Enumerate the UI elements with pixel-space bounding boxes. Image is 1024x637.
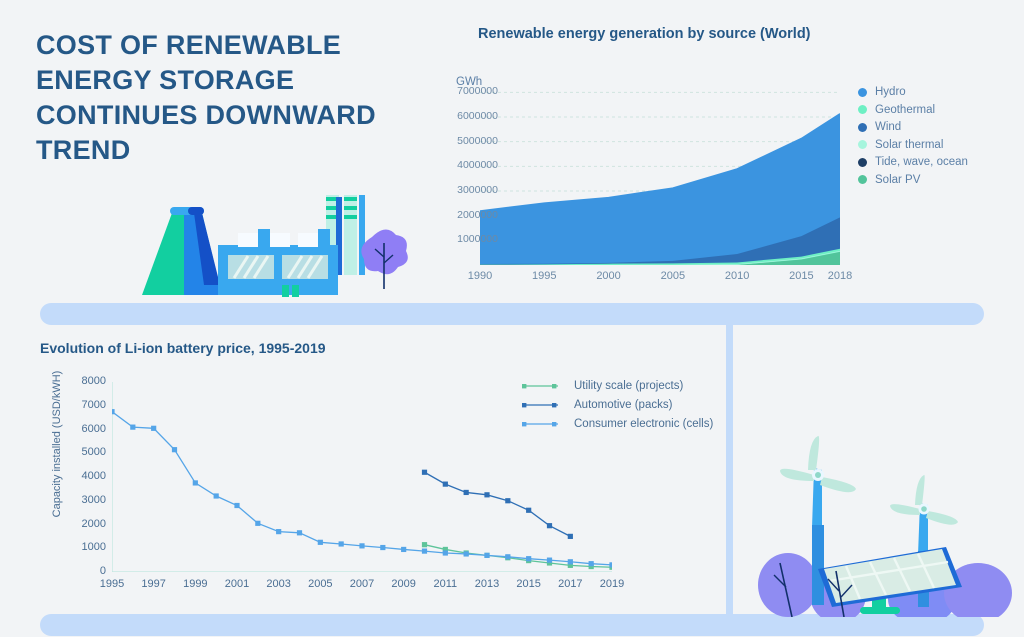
area-chart-x-tick: 2010 (724, 270, 750, 282)
area-chart-y-tick: 4000000 (457, 159, 498, 172)
area-chart-plot (479, 80, 841, 266)
power-plant-illustration (140, 185, 420, 305)
line-chart-x-tick: 2015 (516, 578, 541, 590)
area-chart-y-tick: 1000000 (457, 233, 498, 246)
page-title: COST OF RENEWABLE ENERGY STORAGE CONTINU… (36, 30, 376, 166)
line-chart-x-tick: 2001 (224, 578, 250, 590)
legend-item[interactable]: Utility scale (projects) (520, 380, 713, 392)
legend-line-marker (522, 422, 558, 427)
line-chart-y-tick: 8000 (81, 375, 106, 387)
area-chart-y-tick: 6000000 (457, 110, 498, 122)
legend-item-label: Wind (875, 121, 902, 133)
divider-band-bottom (40, 614, 984, 636)
line-chart-x-tick: 1997 (141, 578, 166, 590)
legend-item[interactable]: Hydro (858, 86, 968, 98)
line-chart-x-tick: 2011 (433, 578, 458, 590)
area-chart-y-tick: 3000000 (457, 184, 498, 196)
legend-item[interactable]: Solar PV (858, 174, 968, 186)
legend-item-label: Automotive (packs) (574, 399, 673, 411)
line-chart-y-tick: 7000 (81, 398, 106, 411)
legend-color-dot (858, 87, 867, 97)
line-chart-x-tick: 2009 (391, 578, 416, 590)
legend-item-label: Hydro (875, 86, 906, 98)
area-chart-x-tick: 2005 (660, 270, 686, 282)
legend-item-label: Consumer electronic (cells) (574, 418, 714, 430)
legend-item-label: Tide, wave, ocean (875, 156, 968, 168)
legend-item-label: Utility scale (projects) (574, 380, 684, 392)
legend-color-dot (858, 157, 867, 167)
legend-item-label: Solar PV (875, 173, 921, 186)
line-chart-x-tick: 2019 (599, 578, 625, 590)
area-chart-x-tick: 1990 (467, 270, 493, 282)
area-chart-y-tick: 7000000 (457, 85, 498, 98)
wind-solar-illustration (740, 435, 1024, 625)
legend-item[interactable]: Automotive (packs) (520, 399, 713, 411)
divider-vertical (726, 320, 733, 620)
legend-item[interactable]: Wind (858, 121, 968, 133)
legend-color-dot (858, 122, 867, 132)
renewable-generation-chart: Renewable energy generation by source (W… (440, 18, 1024, 300)
line-chart-x-tick: 2017 (558, 578, 583, 590)
legend-color-dot (858, 140, 867, 149)
legend-item[interactable]: Tide, wave, ocean (858, 156, 968, 168)
legend-color-dot (858, 105, 867, 114)
line-chart-x-tick: 2003 (266, 578, 291, 590)
area-chart-unit-label: GWh (456, 76, 483, 88)
area-chart-legend: Hydro Geothermal Wind Solar thermal Tide, wa… (858, 86, 968, 191)
line-chart-y-tick: 2000 (81, 517, 106, 530)
line-chart-x-tick: 1995 (99, 578, 125, 590)
legend-item[interactable]: Solar thermal (858, 139, 968, 151)
line-chart-x-tick: 1999 (183, 578, 208, 590)
line-chart-x-tick: 2005 (308, 578, 333, 590)
area-chart-y-tick: 2000000 (457, 208, 498, 221)
area-chart-x-tick: 2018 (827, 270, 853, 282)
legend-item[interactable]: Consumer electronic (cells) (520, 418, 713, 430)
area-chart-title: Renewable energy generation by source (W… (478, 26, 811, 42)
line-chart-title: Evolution of Li-ion battery price, 1995-… (40, 340, 326, 356)
divider-band-top (40, 303, 984, 325)
area-chart-x-tick: 2000 (596, 270, 621, 282)
line-chart-y-tick: 3000 (81, 493, 106, 506)
battery-price-chart: Evolution of Li-ion battery price, 1995-… (30, 320, 720, 618)
area-chart-x-tick: 1995 (532, 270, 557, 282)
legend-item-label: Solar thermal (875, 138, 944, 151)
legend-line-marker (522, 403, 558, 408)
legend-color-dot (858, 175, 867, 184)
legend-item[interactable]: Geothermal (858, 104, 968, 116)
line-chart-y-tick: 1000 (81, 541, 106, 554)
line-chart-y-tick: 5000 (81, 446, 106, 459)
legend-item-label: Geothermal (875, 103, 936, 116)
area-chart-y-tick: 5000000 (457, 134, 498, 147)
line-chart-x-tick: 2013 (474, 578, 500, 590)
area-chart-x-tick: 2015 (789, 270, 814, 282)
line-chart-legend: Utility scale (projects) Automotive (pack… (520, 380, 713, 437)
line-chart-y-tick: 6000 (81, 422, 106, 435)
line-chart-x-tick: 2007 (349, 578, 375, 590)
line-chart-y-tick: 0 (99, 565, 106, 577)
line-chart-y-tick: 4000 (81, 470, 106, 482)
legend-line-marker (522, 384, 558, 389)
